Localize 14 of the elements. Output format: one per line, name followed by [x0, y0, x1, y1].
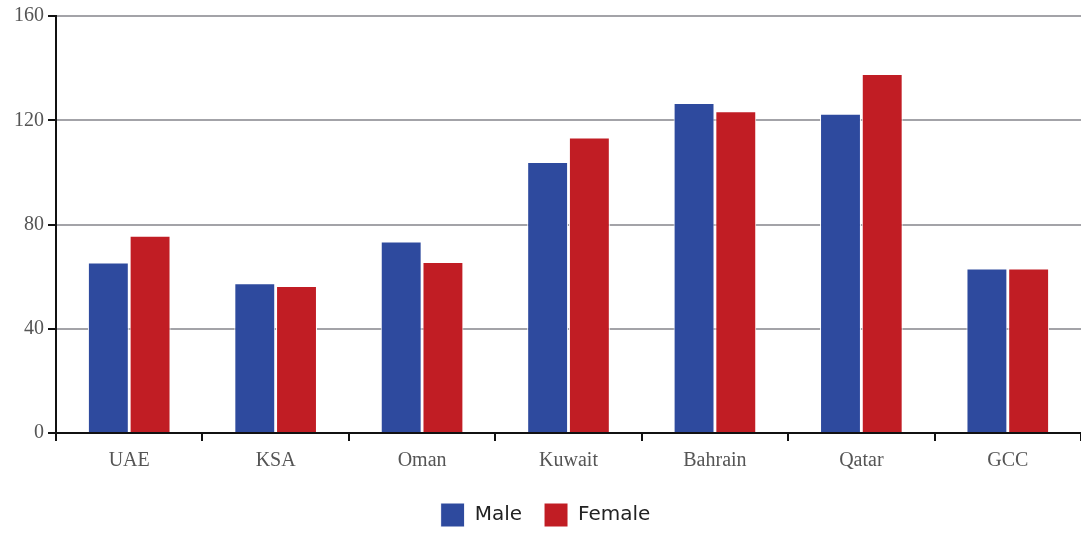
legend-label: Male — [474, 501, 523, 526]
legend-label: Female — [578, 501, 651, 526]
x-tick-label: KSA — [255, 448, 297, 471]
x-tick-label: GCC — [987, 448, 1029, 471]
y-tick-label: 0 — [34, 420, 44, 443]
x-tick-label: Qatar — [839, 448, 884, 471]
x-tick-label: UAE — [108, 448, 150, 471]
y-tick-label: 160 — [14, 3, 44, 26]
x-tick-label: Oman — [397, 448, 447, 471]
y-tick-label: 120 — [14, 107, 44, 130]
y-tick-label: 40 — [24, 316, 44, 338]
x-tick-label: Kuwait — [539, 448, 599, 471]
y-tick-label: 80 — [24, 211, 44, 234]
x-tick-label: Bahrain — [683, 448, 747, 471]
